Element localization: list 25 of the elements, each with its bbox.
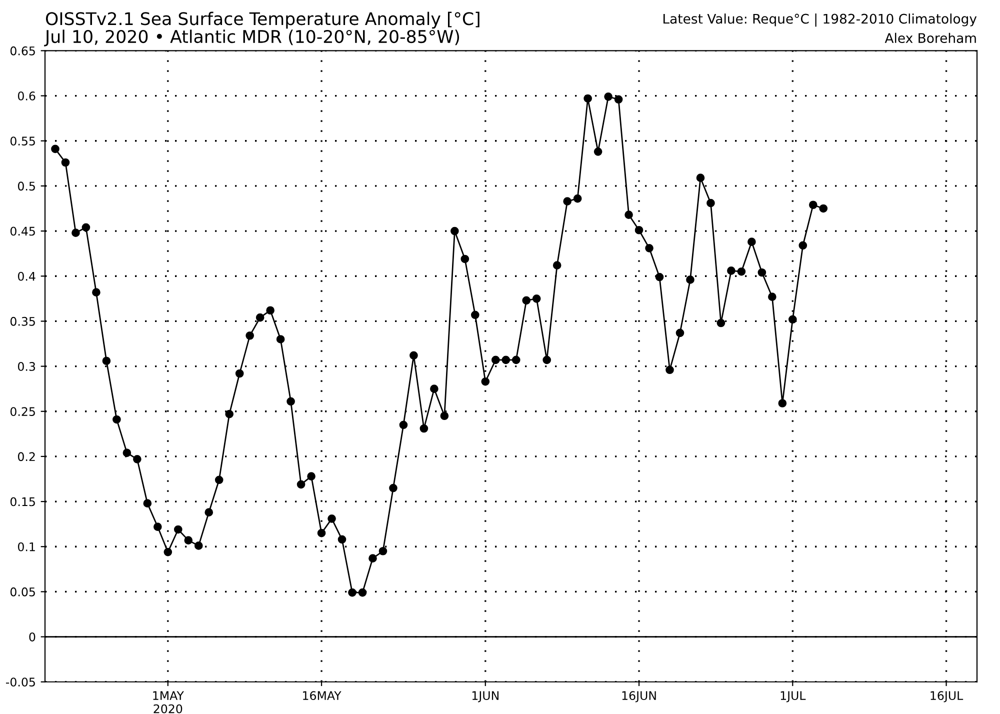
y-tick-label: 0.5: [18, 182, 35, 191]
y-tick-label: 0.6: [18, 92, 36, 100]
text: Latest Value: Reque°C | 1982-2010 Climatology: [663, 13, 977, 27]
y-tick-label: 0.05: [10, 587, 35, 596]
y-tick-label: 0.45: [10, 226, 35, 236]
x-tick-label: 16JUL: [930, 691, 964, 702]
x-tick-label: 1MAY 2020: [153, 691, 184, 714]
chart-subtitle: Jul 10, 2020 • Atlantic MDR (10-20°N, 20-85°W): [44, 30, 460, 46]
y-tick-label: 0.15: [10, 497, 35, 506]
y-tick-label: 0.2: [18, 452, 35, 462]
y-tick-label: 0.25: [10, 407, 35, 416]
y-tick-label: 0.35: [10, 316, 35, 326]
y-tick-label: 0: [29, 632, 36, 642]
chart-title: OISSTv2.1 Sea Surface Temperature Anomaly [°C]: [46, 12, 480, 29]
x-tick-label: 1JUN: [472, 691, 498, 702]
x-tick-label: 1JUL: [780, 691, 806, 702]
y-tick-label: 0.3: [18, 362, 36, 371]
x-tick-label: 16JUN: [622, 691, 656, 702]
y-tick-label: 0.4: [18, 272, 36, 281]
y-tick-label: 0.65: [10, 46, 35, 56]
y-tick-label: 0.55: [10, 136, 35, 146]
text: Alex Boreham: [884, 32, 976, 44]
y-tick-label: -0.05: [6, 678, 35, 687]
x-tick-label: 16MAY: [303, 691, 342, 700]
y-tick-label: 0.1: [18, 542, 35, 552]
